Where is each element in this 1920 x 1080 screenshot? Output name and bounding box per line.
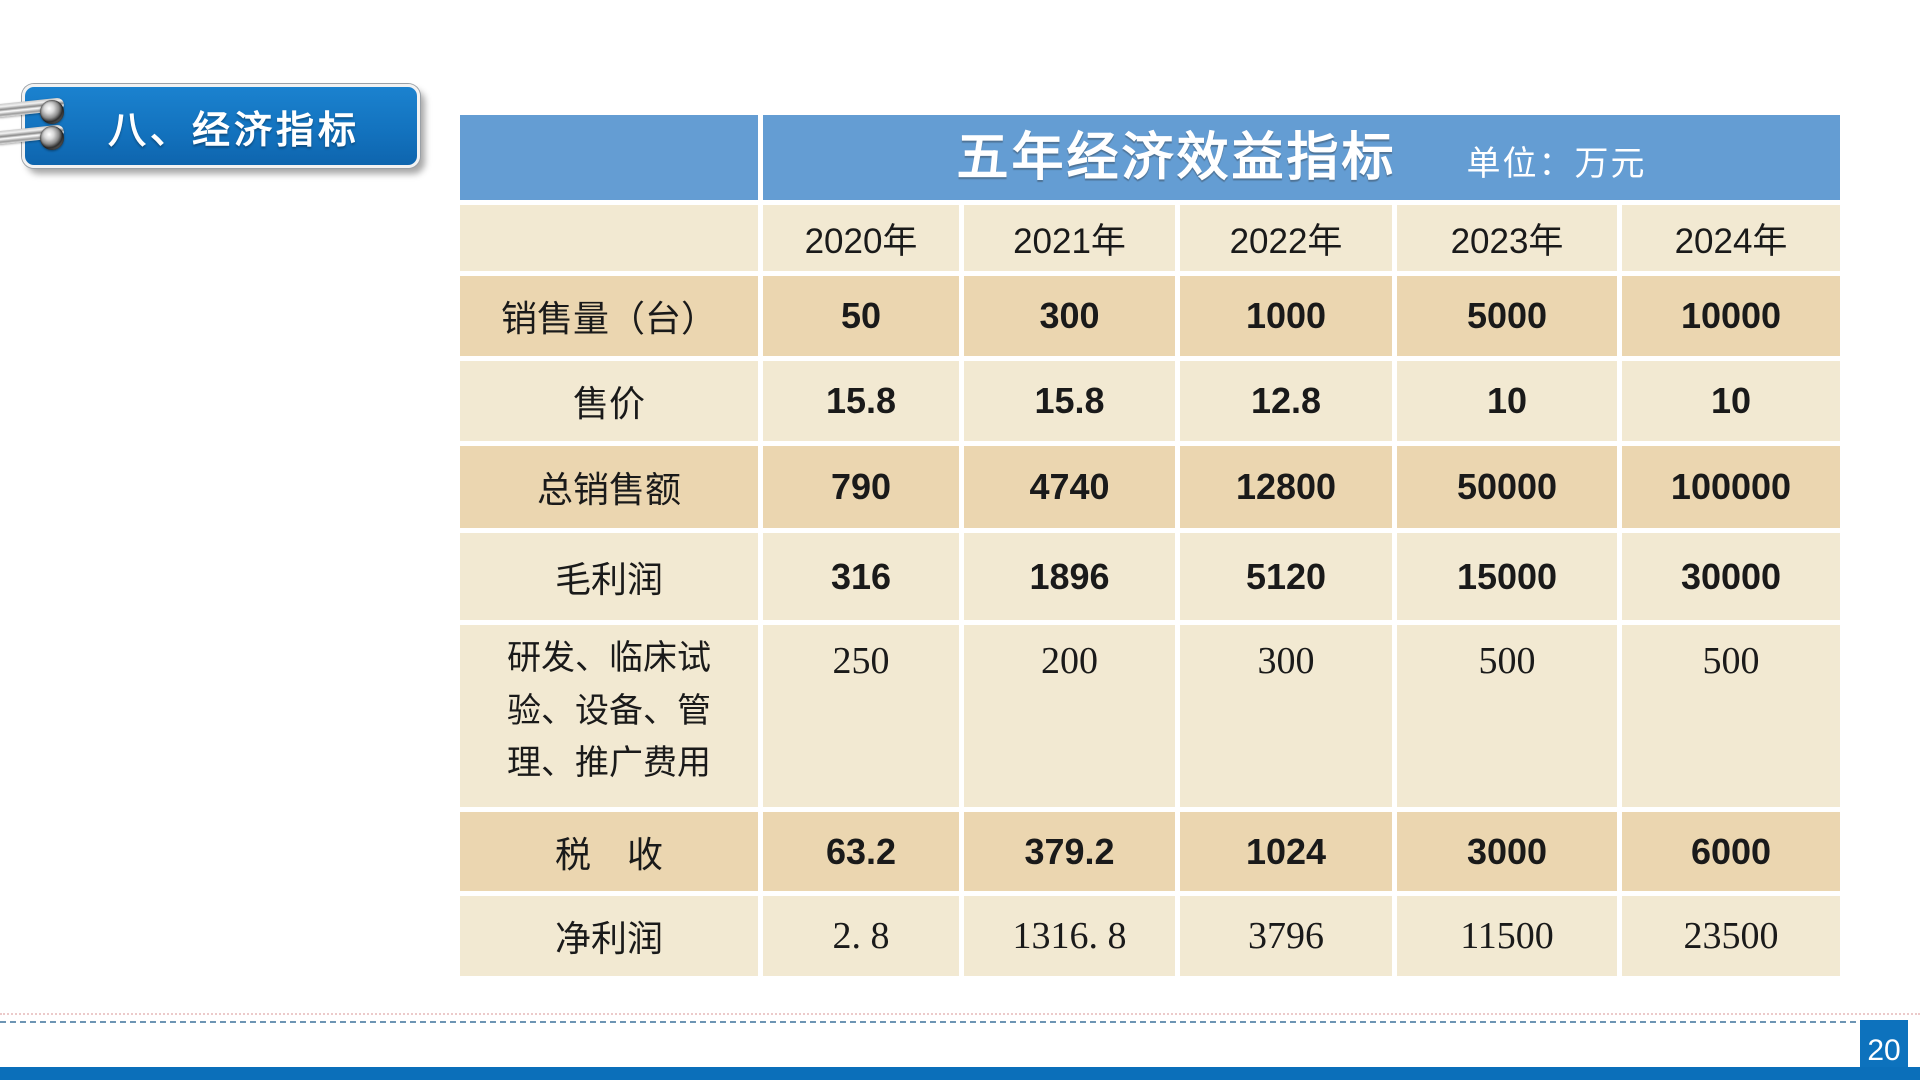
table-title: 五年经济效益指标 — [956, 130, 1397, 187]
value-cell: 200 — [964, 625, 1175, 807]
value-cell: 1000 — [1180, 276, 1392, 356]
value-cell: 10 — [1397, 361, 1617, 441]
row-label: 销售量（台） — [460, 276, 758, 356]
value-cell: 30000 — [1622, 533, 1840, 620]
value-cell: 2. 8 — [763, 896, 959, 976]
value-cell: 15.8 — [763, 361, 959, 441]
table-header-empty-cell — [460, 115, 758, 200]
economic-indicators-table: 五年经济效益指标 单位：万元 2020年 2021年 2022年 2023年 2… — [460, 115, 1840, 976]
value-cell: 1316. 8 — [964, 896, 1175, 976]
dashed-divider — [0, 1021, 1856, 1023]
row-label: 毛利润 — [460, 533, 758, 620]
value-cell: 4740 — [964, 446, 1175, 528]
value-cell: 10 — [1622, 361, 1840, 441]
value-cell: 63.2 — [763, 812, 959, 891]
year-header: 2022年 — [1180, 205, 1392, 271]
value-cell: 50000 — [1397, 446, 1617, 528]
value-cell: 316 — [763, 533, 959, 620]
year-header: 2020年 — [763, 205, 959, 271]
year-header: 2024年 — [1622, 205, 1840, 271]
year-header: 2021年 — [964, 205, 1175, 271]
page-number: 20 — [1867, 1034, 1901, 1067]
page-number-box: 20 — [1860, 1020, 1908, 1067]
footer-bar — [0, 1067, 1920, 1080]
value-cell: 250 — [763, 625, 959, 807]
value-cell: 12800 — [1180, 446, 1392, 528]
binder-ring-icon — [40, 126, 64, 150]
value-cell: 10000 — [1622, 276, 1840, 356]
section-badge: 八、经济指标 — [22, 84, 420, 168]
value-cell: 15000 — [1397, 533, 1617, 620]
value-cell: 5000 — [1397, 276, 1617, 356]
value-cell: 23500 — [1622, 896, 1840, 976]
value-cell: 1024 — [1180, 812, 1392, 891]
value-cell: 3796 — [1180, 896, 1392, 976]
row-label: 总销售额 — [460, 446, 758, 528]
value-cell: 100000 — [1622, 446, 1840, 528]
value-cell: 1896 — [964, 533, 1175, 620]
value-cell: 300 — [1180, 625, 1392, 807]
value-cell: 379.2 — [964, 812, 1175, 891]
value-cell: 15.8 — [964, 361, 1175, 441]
value-cell: 11500 — [1397, 896, 1617, 976]
row-label: 售价 — [460, 361, 758, 441]
faint-dotted-divider — [0, 1013, 1920, 1015]
year-header-empty-cell — [460, 205, 758, 271]
year-header: 2023年 — [1397, 205, 1617, 271]
table-unit-label: 单位：万元 — [1466, 146, 1647, 183]
value-cell: 50 — [763, 276, 959, 356]
value-cell: 790 — [763, 446, 959, 528]
value-cell: 500 — [1397, 625, 1617, 807]
value-cell: 6000 — [1622, 812, 1840, 891]
value-cell: 3000 — [1397, 812, 1617, 891]
value-cell: 300 — [964, 276, 1175, 356]
row-label: 净利润 — [460, 896, 758, 976]
value-cell: 12.8 — [1180, 361, 1392, 441]
value-cell: 500 — [1622, 625, 1840, 807]
section-badge-label: 八、经济指标 — [107, 109, 360, 152]
table-header-title-cell: 五年经济效益指标 单位：万元 — [763, 115, 1840, 200]
row-label: 研发、临床试 验、设备、管 理、推广费用 — [460, 625, 758, 807]
row-label: 税 收 — [460, 812, 758, 891]
value-cell: 5120 — [1180, 533, 1392, 620]
binder-ring-icon — [40, 100, 64, 124]
